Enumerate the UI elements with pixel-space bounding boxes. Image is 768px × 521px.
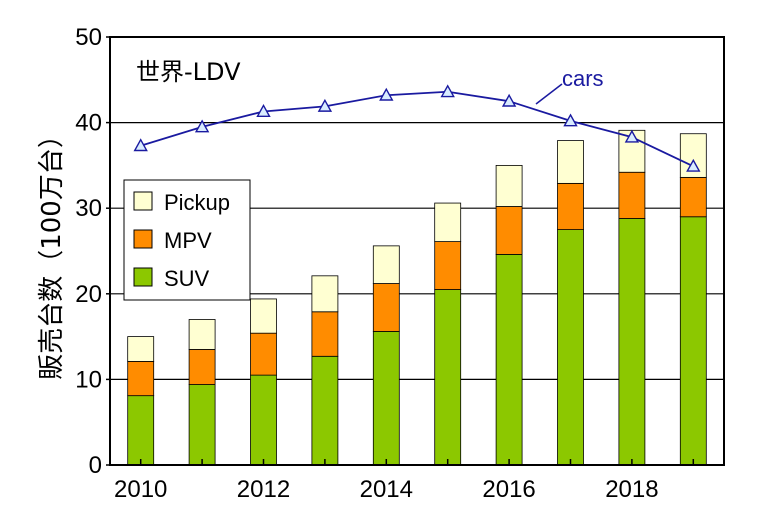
cars-point-2011 [194, 119, 210, 133]
bar-pickup-2015 [434, 202, 462, 242]
bar-mpv-2012 [250, 332, 277, 376]
cars-point-2019 [686, 158, 701, 172]
x-tick-label: 2018 [605, 476, 658, 503]
bar-suv-2016 [495, 254, 523, 466]
bar-pickup-2011 [188, 319, 216, 350]
bar-suv-2017 [557, 229, 584, 466]
bar-suv-2011 [188, 384, 216, 466]
bar-mpv-2018 [618, 171, 646, 219]
cars-line [133, 84, 701, 172]
y-tick-label: 30 [75, 195, 102, 222]
chart-title: 世界-LDV [136, 58, 241, 86]
bar-suv-2012 [250, 374, 277, 466]
bar-mpv-2013 [311, 311, 339, 357]
y-tick-label: 0 [89, 452, 102, 479]
cars-point-2012 [256, 104, 271, 117]
y-tick-labels: 0 10 20 30 40 50 [75, 24, 110, 479]
bar-pickup-2016 [495, 164, 523, 207]
bar-pickup-2017 [557, 140, 584, 184]
cars-point-2010 [133, 138, 148, 152]
x-tick-label: 2016 [482, 476, 535, 503]
x-tick-label: 2010 [114, 476, 167, 503]
y-tick-label: 40 [75, 110, 102, 137]
bar-mpv-2010 [127, 361, 155, 397]
bar-mpv-2017 [557, 182, 584, 231]
plot-frame [109, 36, 725, 466]
y-tick-label: 50 [75, 24, 102, 51]
cars-point-2015 [440, 84, 455, 98]
bar-suv-2015 [434, 289, 462, 466]
cars-point-2017 [563, 113, 578, 127]
cars-point-2013 [317, 98, 333, 112]
bar-suv-2010 [127, 395, 155, 466]
x-tick-labels: 2010 2012 2014 2016 2018 [114, 459, 695, 503]
legend-swatch-suv [133, 267, 153, 287]
bar-mpv-2019 [679, 176, 707, 218]
bar-mpv-2011 [188, 349, 216, 385]
cars-label-leader [535, 83, 563, 105]
cars-point-2016 [501, 93, 517, 107]
bars [127, 129, 707, 466]
bar-pickup-2012 [250, 298, 277, 334]
bar-pickup-2013 [311, 275, 339, 313]
bar-suv-2018 [618, 218, 646, 466]
bar-suv-2013 [311, 355, 339, 466]
cars-line-path [140, 90, 694, 168]
y-axis-label: 販売台数（100万台） [37, 122, 67, 380]
cars-point-2018 [624, 129, 640, 143]
x-tick-label: 2012 [237, 476, 290, 503]
legend-swatch-mpv [133, 229, 153, 249]
legend-label-mpv: MPV [164, 228, 212, 253]
bar-pickup-2010 [127, 336, 155, 362]
legend-label-suv: SUV [164, 266, 210, 291]
cars-point-2014 [379, 87, 394, 101]
bar-suv-2019 [679, 216, 707, 466]
bar-suv-2014 [372, 331, 400, 466]
cars-label: cars [562, 66, 604, 91]
bar-mpv-2015 [434, 241, 462, 290]
bar-mpv-2016 [495, 206, 523, 255]
legend-swatch-pickup [133, 191, 153, 211]
y-tick-label: 10 [75, 366, 102, 393]
bar-mpv-2014 [372, 283, 400, 332]
x-tick-label: 2014 [360, 476, 413, 503]
bar-pickup-2014 [372, 245, 400, 284]
y-tick-label: 20 [75, 281, 102, 308]
legend: Pickup MPV SUV [123, 179, 251, 301]
legend-label-pickup: Pickup [164, 190, 230, 215]
